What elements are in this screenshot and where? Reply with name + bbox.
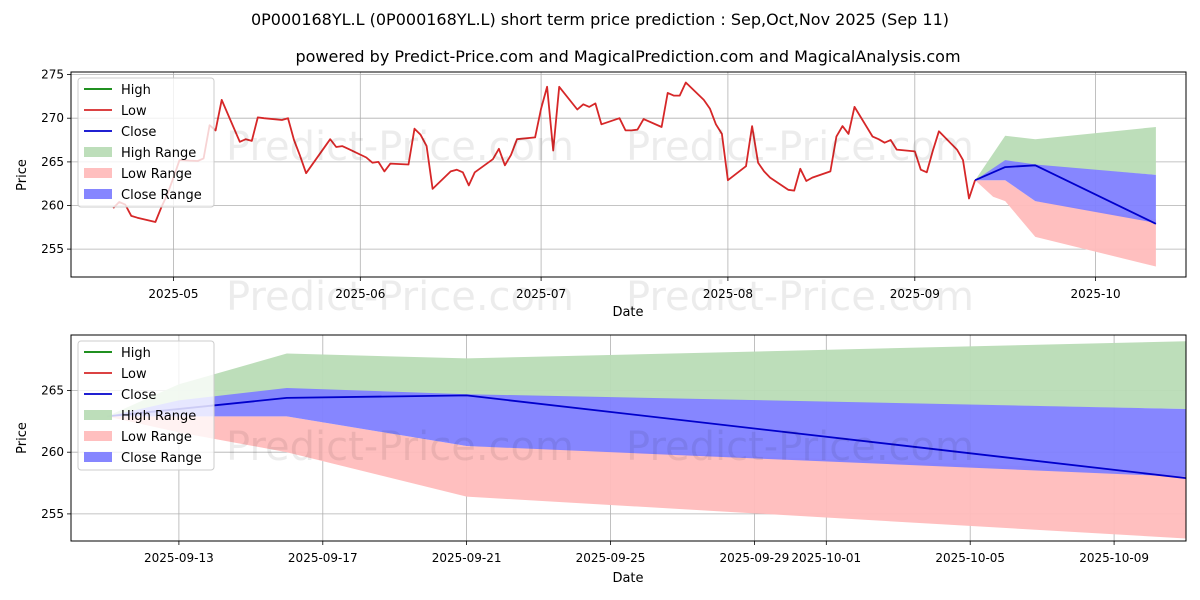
watermark: Predict-Price.com	[226, 124, 574, 170]
legend-label: Close Range	[121, 188, 202, 203]
bottom-x-axis-label: Date	[612, 571, 643, 586]
x-tick-label: 2025-08	[703, 287, 753, 301]
high-range-band	[975, 127, 1156, 181]
watermark: Predict-Price.com	[626, 274, 974, 320]
bottom-ticks: 255 260 265 2025-09-13 2025-09-17 2025-09-21 2…	[41, 384, 1149, 566]
x-tick-label: 2025-10-05	[935, 551, 1005, 565]
y-tick-label: 265	[41, 384, 64, 398]
legend-label: High Range	[121, 409, 196, 424]
bottom-watermarks: Predict-Price.com Predict-Price.com	[226, 424, 974, 470]
y-tick-label: 265	[41, 155, 64, 169]
x-tick-label: 2025-09	[890, 287, 940, 301]
legend-swatch-low-range	[84, 168, 112, 178]
x-tick-label: 2025-10-01	[791, 551, 861, 565]
bottom-bands	[107, 341, 1186, 539]
x-tick-label: 2025-10-09	[1079, 551, 1149, 565]
low-range-band	[107, 416, 1186, 539]
legend-label: Low Range	[121, 167, 192, 182]
y-tick-label: 255	[41, 242, 64, 256]
y-tick-label: 260	[41, 445, 64, 459]
x-tick-label: 2025-05	[148, 287, 198, 301]
close-line	[974, 164, 1157, 225]
x-tick-label: 2025-06	[335, 287, 385, 301]
y-tick-label: 260	[41, 199, 64, 213]
top-lines	[112, 81, 1157, 225]
legend-swatch-close-range	[84, 189, 112, 199]
legend-label: Low Range	[121, 430, 192, 445]
bottom-y-axis-label: Price	[15, 422, 30, 454]
watermark: Predict-Price.com	[226, 274, 574, 320]
y-tick-label: 270	[41, 111, 64, 125]
y-tick-label: 275	[41, 68, 64, 82]
x-tick-label: 2025-09-25	[576, 551, 646, 565]
bottom-legend: High Low Close High Range Low Range Close Ran…	[77, 340, 215, 471]
top-x-axis-label: Date	[612, 305, 643, 320]
close-range-band	[975, 160, 1156, 223]
low-line	[112, 81, 976, 223]
watermark: Predict-Price.com	[226, 424, 574, 470]
top-ticks: 255 260 265 270 275 2025-05 2025-06 2025-07 2025…	[41, 68, 1121, 301]
x-tick-label: 2025-09-17	[288, 551, 358, 565]
legend-label: High	[121, 346, 151, 361]
x-tick-label: 2025-07	[516, 287, 566, 301]
watermark: Predict-Price.com	[626, 124, 974, 170]
legend-label: Close	[121, 388, 156, 403]
legend-label: Close Range	[121, 451, 202, 466]
x-tick-label: 2025-10	[1071, 287, 1121, 301]
low-range-band	[975, 180, 1156, 267]
legend-label: High	[121, 83, 151, 98]
close-range-band	[107, 388, 1186, 477]
bottom-plot-frame	[70, 334, 1187, 542]
chart-subtitle: powered by Predict-Price.com and Magical…	[295, 47, 960, 66]
legend-swatch-high-range	[84, 410, 112, 420]
chart-title: 0P000168YL.L (0P000168YL.L) short term p…	[251, 10, 949, 29]
legend-swatch-high-range	[84, 147, 112, 157]
top-watermarks: Predict-Price.com Predict-Price.com Pred…	[226, 124, 974, 320]
top-plot-frame	[70, 71, 1187, 278]
legend-swatch-close-range	[84, 452, 112, 462]
top-chart: Predict-Price.com Predict-Price.com Pred…	[15, 68, 1187, 320]
x-tick-label: 2025-09-29	[720, 551, 790, 565]
top-bands	[975, 127, 1156, 267]
y-tick-label: 255	[41, 507, 64, 521]
top-y-axis-label: Price	[15, 159, 30, 191]
legend-label: Low	[121, 104, 147, 119]
legend-label: Close	[121, 125, 156, 140]
top-legend: High Low Close High Range Low Range Close Ran…	[77, 77, 215, 208]
legend-label: High Range	[121, 146, 196, 161]
legend-swatch-low-range	[84, 431, 112, 441]
bottom-chart: Predict-Price.com Predict-Price.com 2552…	[15, 334, 1187, 586]
legend-label: Low	[121, 367, 147, 382]
x-tick-label: 2025-09-21	[432, 551, 502, 565]
x-tick-label: 2025-09-13	[144, 551, 214, 565]
watermark: Predict-Price.com	[626, 424, 974, 470]
high-range-band	[107, 341, 1186, 417]
